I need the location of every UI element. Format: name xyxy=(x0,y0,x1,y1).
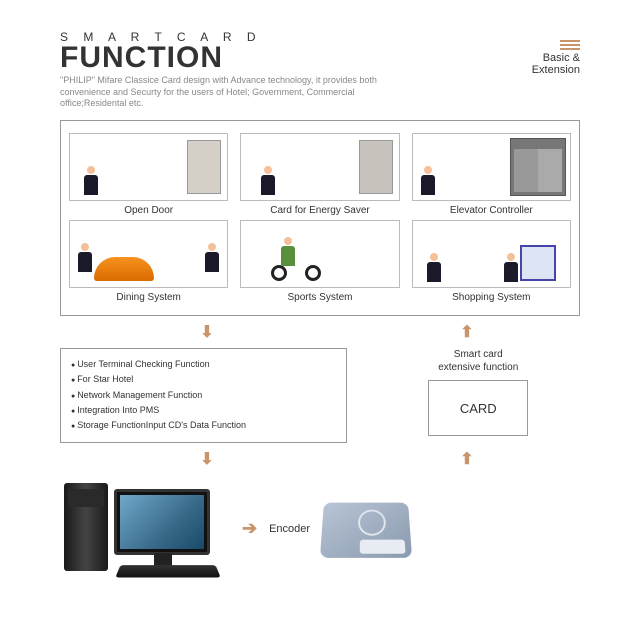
bullets-box: User Terminal Checking FunctionFor Star … xyxy=(60,348,347,442)
computer-illustration xyxy=(60,479,230,579)
arrow-down-icon: ⬇ xyxy=(60,322,354,342)
bullet-item: For Star Hotel xyxy=(71,372,336,387)
title-big: FUNCTION xyxy=(60,44,580,71)
cell-energy-saver: Card for Energy Saver xyxy=(240,133,399,216)
extensive-label: Smart card extensive function xyxy=(377,348,580,374)
arrow-down2-icon: ⬇ xyxy=(60,449,354,469)
basic-extension-label: Basic & Extension xyxy=(532,52,580,76)
description: "PHILIP" Mifare Classice Card design wit… xyxy=(60,75,400,110)
arrow-right-icon: ➔ xyxy=(242,518,257,539)
arrow-up2-icon: ⬆ xyxy=(354,449,580,469)
cell-dining: Dining System xyxy=(69,220,228,303)
cell-shopping: Shopping System xyxy=(412,220,571,303)
card-box: CARD xyxy=(428,380,528,436)
arrow-up-icon: ⬆ xyxy=(354,322,580,342)
function-grid: Open Door Card for Energy Saver Elevator… xyxy=(60,120,580,316)
bullet-item: User Terminal Checking Function xyxy=(71,357,336,372)
bullet-item: Integration Into PMS xyxy=(71,403,336,418)
bullet-item: Storage FunctionInput CD's Data Function xyxy=(71,418,336,433)
encoder-label: Encoder xyxy=(269,523,310,535)
cell-sports: Sports System xyxy=(240,220,399,303)
header: Basic & Extension S M A R T C A R D FUNC… xyxy=(60,30,580,110)
header-right: Basic & Extension xyxy=(532,40,580,76)
encoder-illustration xyxy=(320,502,412,557)
cell-elevator: Elevator Controller xyxy=(412,133,571,216)
cell-open-door: Open Door xyxy=(69,133,228,216)
bullet-item: Network Management Function xyxy=(71,388,336,403)
